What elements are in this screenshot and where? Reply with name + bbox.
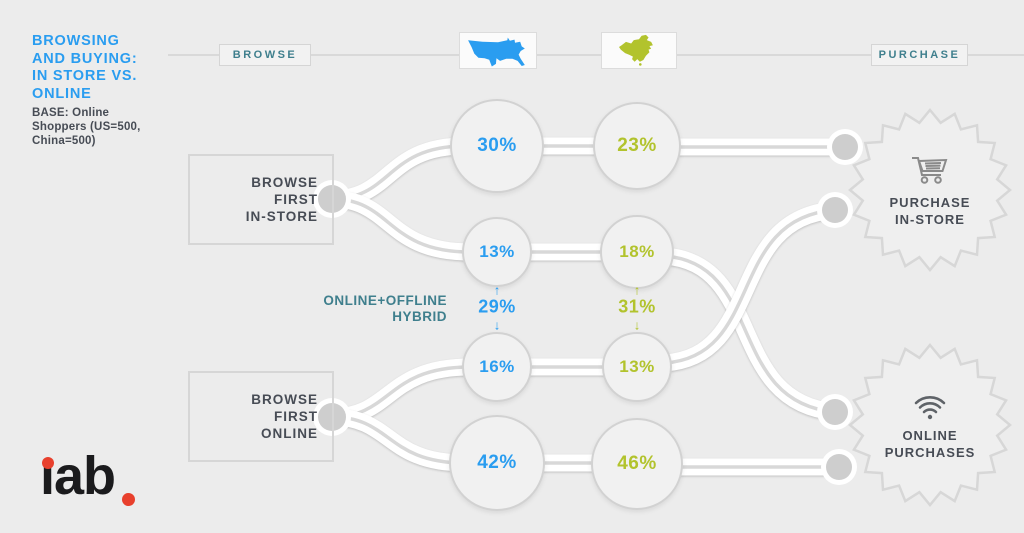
down-arrow-icon: ↓ bbox=[633, 317, 641, 333]
value-china-23: 23% bbox=[617, 135, 657, 156]
flow-online-to-42 bbox=[332, 417, 465, 463]
bubble-china-46 bbox=[591, 418, 683, 510]
value-china-13: 13% bbox=[619, 357, 655, 376]
page-title: BROWSING AND BUYING: IN STORE VS. ONLINE bbox=[32, 33, 137, 103]
base-note: BASE: Online Shoppers (US=500, China=500… bbox=[32, 106, 141, 148]
iab-logo-text: ıab bbox=[40, 446, 116, 506]
base-line: China=500) bbox=[32, 135, 96, 147]
bubble-us-30 bbox=[450, 99, 544, 193]
iab-logo: ıab bbox=[40, 446, 160, 516]
wifi-icon bbox=[910, 392, 950, 427]
down-arrow-icon: ↓ bbox=[493, 317, 501, 333]
value-china-18: 18% bbox=[619, 242, 655, 261]
node-online-purchases-top bbox=[817, 394, 853, 430]
starburst-online-purchases bbox=[848, 343, 1012, 507]
node-purchase-instore-bottom bbox=[817, 192, 853, 228]
source-box-label: BROWSE FIRST IN-STORE bbox=[245, 175, 318, 224]
bubble-us-42 bbox=[449, 415, 545, 511]
bubble-us-16 bbox=[462, 332, 532, 402]
china-map-icon bbox=[619, 34, 653, 66]
up-arrow-icon: ↑ bbox=[633, 282, 641, 298]
value-us-42: 42% bbox=[477, 452, 517, 473]
bubble-china-23 bbox=[593, 102, 681, 190]
value-us-13: 13% bbox=[479, 242, 515, 261]
title-line: AND BUYING: bbox=[32, 50, 138, 67]
bubble-china-13 bbox=[602, 332, 672, 402]
value-us-hybrid-29: 29% bbox=[478, 296, 516, 317]
flow-instore-to-13 bbox=[332, 199, 470, 252]
value-us-16: 16% bbox=[479, 357, 515, 376]
us-flag-box bbox=[459, 32, 537, 69]
target-label-purchase-instore: PURCHASE IN-STORE bbox=[889, 195, 971, 227]
stage-label-browse: BROWSE bbox=[219, 44, 311, 66]
starburst-purchase-instore bbox=[848, 108, 1012, 272]
bubble-us-13 bbox=[462, 217, 532, 287]
stage-label-purchase: PURCHASE bbox=[871, 44, 968, 66]
value-china-hybrid-31: 31% bbox=[618, 296, 656, 317]
up-arrow-icon: ↑ bbox=[493, 282, 501, 298]
iab-logo-period bbox=[122, 493, 135, 506]
source-box-label: BROWSE FIRST ONLINE bbox=[251, 392, 318, 441]
node-purchase-instore-top bbox=[827, 129, 863, 165]
source-box-browse-first-instore: BROWSE FIRST IN-STORE bbox=[188, 154, 334, 245]
base-line: Shoppers (US=500, bbox=[32, 121, 141, 133]
title-line: ONLINE bbox=[32, 85, 92, 102]
shopping-cart-icon bbox=[908, 152, 952, 191]
china-flag-box bbox=[601, 32, 677, 69]
iab-logo-i-dot bbox=[42, 457, 54, 469]
flow-online-to-16 bbox=[332, 367, 470, 417]
source-box-browse-first-online: BROWSE FIRST ONLINE bbox=[188, 371, 334, 462]
title-line: IN STORE VS. bbox=[32, 68, 138, 84]
base-line: BASE: Online bbox=[32, 107, 110, 119]
flow-instore-to-30 bbox=[332, 146, 465, 199]
target-label-online-purchases: ONLINE PURCHASES bbox=[884, 428, 976, 460]
bubble-china-18 bbox=[600, 215, 674, 289]
title-line: BROWSING bbox=[32, 33, 120, 49]
hybrid-label: ONLINE+OFFLINE HYBRID bbox=[323, 293, 447, 324]
value-china-46: 46% bbox=[617, 453, 657, 474]
value-us-30: 30% bbox=[477, 135, 517, 156]
us-map-icon bbox=[468, 37, 525, 67]
node-online-purchases-bottom bbox=[821, 449, 857, 485]
